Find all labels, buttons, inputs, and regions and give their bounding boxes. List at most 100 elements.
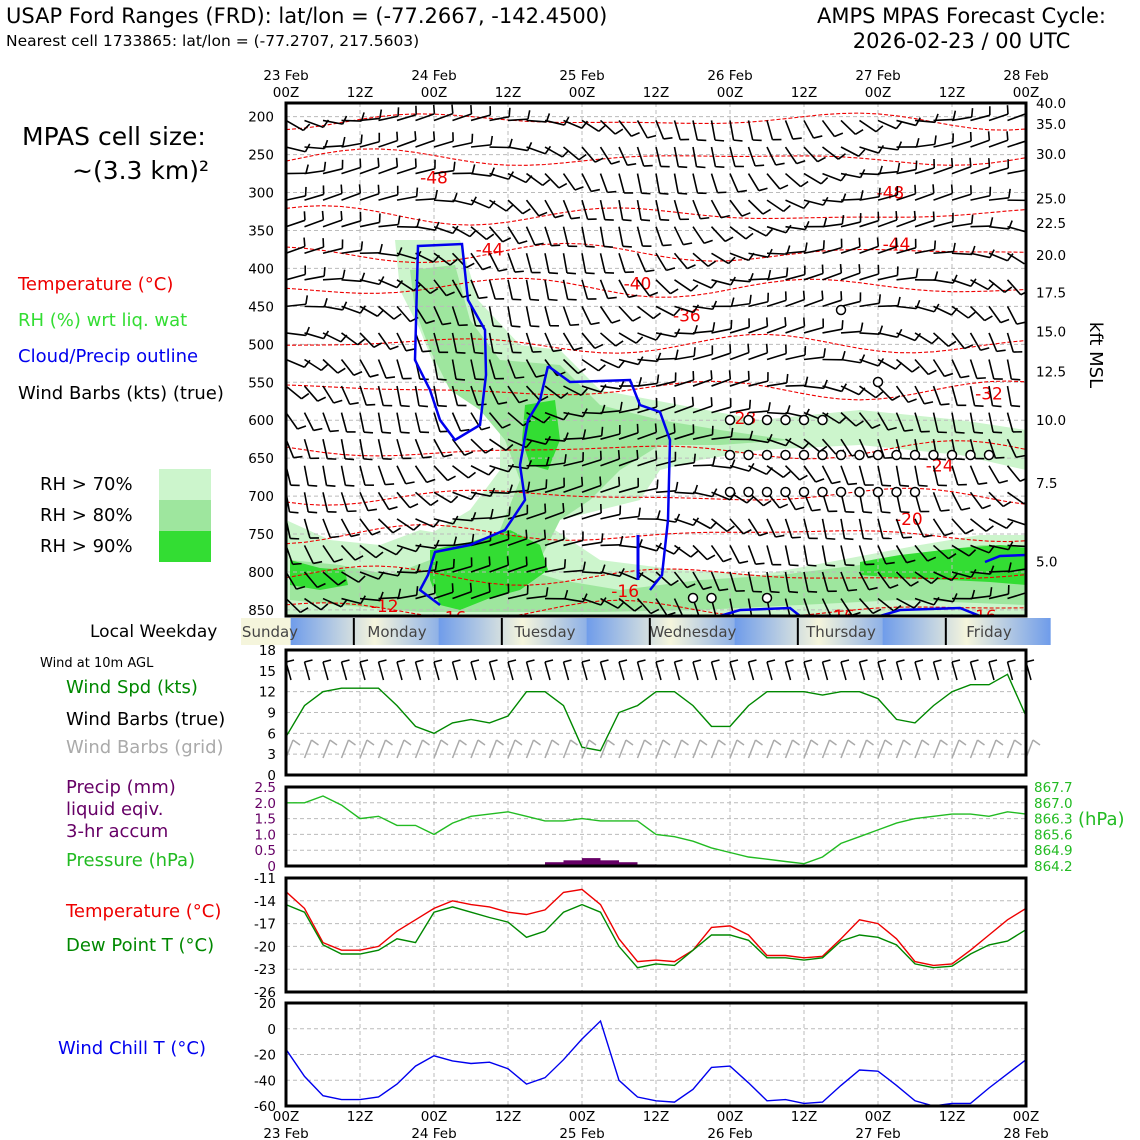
wind-barb xyxy=(933,571,959,582)
surface-wind-barb xyxy=(322,661,329,681)
wind-barb xyxy=(359,305,385,317)
wind-barb-staff xyxy=(1006,332,1015,353)
wind-barb-staff xyxy=(729,379,750,387)
wind-barb xyxy=(396,385,410,408)
wind-barb-flag xyxy=(749,294,752,304)
wind-barb-staff xyxy=(766,173,781,190)
wind-barb-staff xyxy=(470,412,483,431)
wind-barb-staff xyxy=(563,411,584,418)
wind-barb-staff xyxy=(655,332,676,338)
wind-barb xyxy=(581,426,604,440)
pressure-tick-label: 550 xyxy=(248,375,274,391)
wind-barb xyxy=(674,347,696,361)
weekday-name: Monday xyxy=(367,623,426,641)
wind-barb-staff xyxy=(859,119,877,133)
wind-barb xyxy=(766,465,791,478)
wind-barb xyxy=(896,184,917,201)
wind-barb-staff xyxy=(451,385,459,406)
wind-ytick: 6 xyxy=(267,726,276,742)
surface-wind-barb xyxy=(470,661,477,681)
wind-barb xyxy=(673,571,696,589)
wind-barb xyxy=(303,465,318,487)
wind-barb-staff xyxy=(562,358,579,374)
wind-barb-staff xyxy=(286,303,306,308)
wind-barb-staff xyxy=(711,464,732,469)
grid-wind-barb-flag xyxy=(847,739,856,746)
wind-barb xyxy=(988,359,1003,380)
wind-barb-flag xyxy=(333,399,343,404)
wind-barb-flag xyxy=(548,298,558,302)
wind-barb-flag xyxy=(969,157,972,167)
grid-wind-barb xyxy=(451,739,461,759)
calm-wind-circle xyxy=(724,486,736,498)
wind-barb xyxy=(914,211,935,228)
wind-barb xyxy=(488,226,512,243)
wind-barb-flag xyxy=(944,532,954,537)
wind-barb-flag xyxy=(654,423,658,433)
grid-wind-barb xyxy=(821,739,831,759)
wind-barb-flag xyxy=(498,268,508,272)
wind-barb-staff xyxy=(970,194,991,201)
wind-barb xyxy=(526,557,547,573)
wind-barb-flag xyxy=(580,503,584,513)
wind-barb-flag xyxy=(340,184,343,194)
wind-barb-flag xyxy=(511,325,521,328)
wind-barb-staff xyxy=(636,252,647,272)
wind-barb xyxy=(711,297,735,308)
wind-barb-staff xyxy=(488,279,496,300)
wind-barb xyxy=(840,322,864,334)
wind-barb-staff xyxy=(488,385,499,405)
wind-barb xyxy=(359,132,381,148)
wind-barb xyxy=(359,359,379,378)
grid-wind-barb xyxy=(525,739,535,759)
wind-barb-staff xyxy=(655,431,676,440)
legend-rh70-swatch xyxy=(159,469,211,500)
grid-wind-barb-flag xyxy=(958,739,967,746)
wind-barb xyxy=(304,358,329,372)
wind-barb-staff xyxy=(785,298,805,308)
wind-barb-flag xyxy=(396,280,404,289)
wind-barb-staff xyxy=(766,146,777,166)
wind-barb-staff xyxy=(544,173,560,189)
wind-barb-staff xyxy=(729,351,750,361)
wind-barb-flag xyxy=(538,211,548,217)
wind-barb xyxy=(970,518,994,532)
wind-barb-staff xyxy=(655,279,671,295)
wind-barb-flag xyxy=(690,550,699,558)
wind-barb-staff xyxy=(951,412,957,433)
chill-frame xyxy=(284,1001,1028,1108)
wind-barb-staff xyxy=(618,119,632,137)
wind-barb-staff xyxy=(822,199,843,203)
surface-wind-barb-flag xyxy=(359,659,369,663)
wind-barb-staff xyxy=(840,358,861,364)
bottom-date-label: 26 Feb xyxy=(707,1126,752,1140)
wind-barb-flag xyxy=(527,481,531,491)
wind-barb xyxy=(692,146,706,169)
wind-barb-flag xyxy=(467,471,476,479)
wind-barb-flag xyxy=(389,345,399,351)
wind-barb-staff xyxy=(877,304,899,308)
wind-barb xyxy=(618,279,638,299)
calm-wind-circle xyxy=(872,486,884,498)
wind-barb xyxy=(692,370,713,387)
wind-barb-staff xyxy=(396,465,407,485)
wind-barb xyxy=(377,412,392,434)
wind-barb-flag xyxy=(976,377,986,380)
wind-barb-staff xyxy=(1007,252,1025,265)
calm-wind-circle xyxy=(965,449,976,461)
grid-wind-barb xyxy=(895,739,905,759)
wind-barb-flag xyxy=(590,321,600,326)
wind-barb xyxy=(544,332,563,353)
isotherm-label: -48 xyxy=(876,184,904,204)
wind-barb xyxy=(341,332,366,346)
calm-wind-circle xyxy=(835,486,847,498)
grid-wind-barb xyxy=(932,739,942,759)
wind-barb xyxy=(840,237,861,255)
wind-barb xyxy=(655,146,670,168)
surface-wind-barb xyxy=(340,661,348,681)
wind-barb xyxy=(526,587,549,600)
wind-barb-staff xyxy=(286,332,306,337)
wind-barb-staff xyxy=(544,538,565,547)
surface-wind-barb-flag xyxy=(933,659,942,663)
wind-barb-flag xyxy=(950,157,954,168)
